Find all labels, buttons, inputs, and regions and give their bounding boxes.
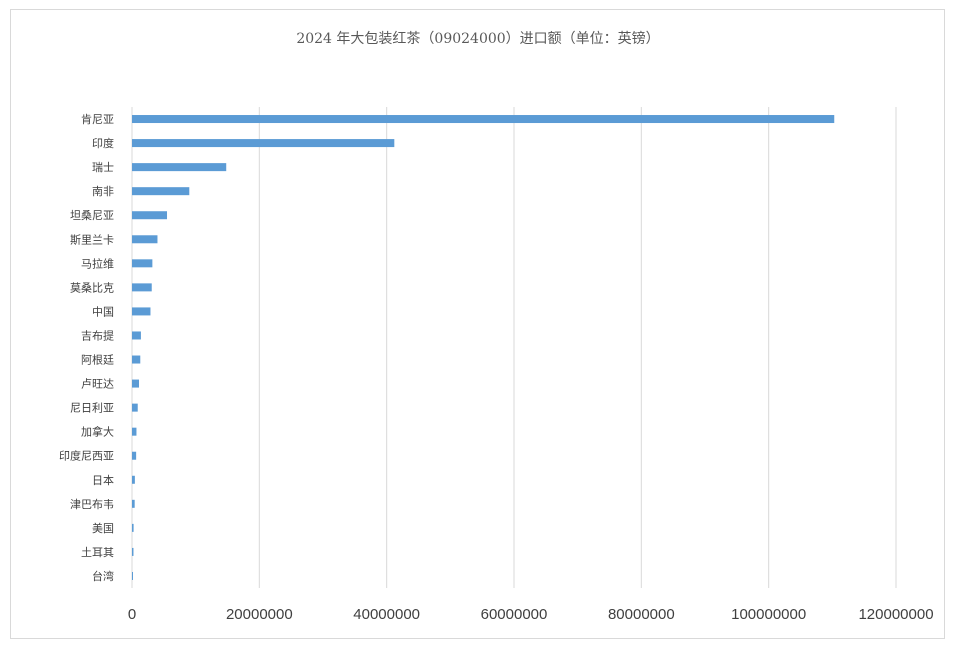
bar — [132, 331, 141, 340]
category-label: 印度尼西亚 — [59, 449, 114, 463]
x-tick-label: 120000000 — [858, 606, 933, 623]
x-tick-label: 0 — [128, 606, 136, 623]
category-label: 肯尼亚 — [81, 113, 114, 126]
chart-frame — [10, 9, 945, 639]
x-tick-labels: 0 20000000 40000000 60000000 80000000 1000000… — [128, 606, 934, 623]
category-label: 坦桑尼亚 — [70, 208, 114, 222]
bar — [132, 283, 152, 292]
category-label: 斯里兰卡 — [70, 233, 114, 246]
category-label: 美国 — [92, 522, 114, 535]
bar — [132, 259, 153, 268]
x-tick-label: 40000000 — [353, 606, 420, 623]
category-label: 日本 — [92, 473, 114, 487]
bar — [132, 115, 835, 124]
x-tick-label: 100000000 — [731, 606, 806, 623]
chart-title: 2024 年大包装红茶（09024000）进口额（单位：英镑） — [296, 31, 660, 47]
bar — [132, 187, 190, 196]
category-labels: 肯尼亚印度瑞士南非坦桑尼亚斯里兰卡马拉维莫桑比克中国吉布提阿根廷卢旺达尼日利亚加… — [59, 113, 114, 583]
bar — [132, 355, 141, 364]
category-label: 中国 — [92, 305, 114, 318]
bar — [132, 139, 395, 148]
bar — [132, 403, 138, 412]
bar — [132, 427, 137, 436]
grid-lines — [131, 107, 897, 588]
x-tick-label: 60000000 — [481, 606, 548, 623]
bar — [132, 547, 134, 556]
category-label: 台湾 — [92, 569, 114, 583]
bar — [132, 571, 133, 580]
category-label: 瑞士 — [92, 160, 114, 174]
category-label: 土耳其 — [81, 546, 114, 559]
bar — [132, 307, 151, 316]
category-label: 卢旺达 — [81, 378, 114, 391]
bar — [132, 379, 140, 388]
bar — [132, 523, 134, 532]
category-label: 尼日利亚 — [70, 402, 114, 415]
bar — [132, 475, 135, 484]
bars — [132, 115, 835, 580]
bar — [132, 163, 227, 172]
category-label: 加拿大 — [81, 425, 114, 439]
category-label: 马拉维 — [81, 256, 114, 270]
category-label: 津巴布韦 — [70, 498, 114, 511]
category-label: 吉布提 — [81, 329, 114, 342]
category-label: 印度 — [92, 136, 114, 150]
category-label: 南非 — [92, 185, 114, 198]
x-tick-label: 20000000 — [226, 606, 293, 623]
bar — [132, 211, 168, 220]
bar — [132, 235, 158, 244]
bar — [132, 499, 135, 508]
bar — [132, 451, 137, 460]
x-tick-label: 80000000 — [608, 606, 675, 623]
category-label: 莫桑比克 — [70, 281, 114, 294]
category-label: 阿根廷 — [81, 353, 114, 367]
